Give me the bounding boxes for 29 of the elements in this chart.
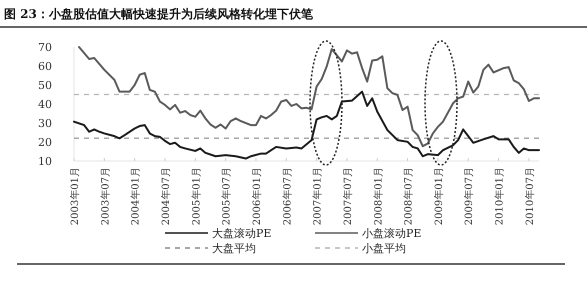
x-tick-label: 2009年01月 — [432, 167, 445, 226]
x-tick-label: 2005年07月 — [220, 167, 233, 226]
x-tick-label: 2004年01月 — [130, 167, 142, 226]
x-tick-label: 2007年07月 — [342, 167, 354, 226]
line-series — [78, 46, 540, 148]
y-tick-label: 10 — [38, 155, 52, 168]
x-tick-label: 2006年07月 — [281, 167, 294, 226]
x-tick-label: 2007年01月 — [312, 167, 324, 226]
x-tick-label: 2003年01月 — [69, 167, 81, 226]
y-tick-label: 60 — [38, 60, 52, 73]
y-tick-label: 50 — [38, 79, 52, 92]
x-tick-label: 2006年01月 — [250, 167, 263, 226]
y-tick-label: 70 — [38, 41, 52, 54]
x-tick-label: 2009年07月 — [463, 167, 476, 226]
x-tick-label: 2004年07月 — [160, 167, 172, 226]
x-tick-label: 2003年07月 — [99, 167, 112, 226]
x-tick-label: 2010年07月 — [524, 167, 536, 226]
y-tick-label: 40 — [38, 98, 52, 111]
legend-label: 大盘平均 — [212, 242, 256, 255]
x-tick-label: 2010年01月 — [494, 167, 506, 226]
y-tick-label: 30 — [38, 117, 52, 130]
chart-title: 图 23：小盘股估值大幅快速提升为后续风格转化埋下伏笔 — [4, 7, 314, 21]
legend-label: 大盘滚动PE — [212, 227, 272, 240]
legend-label: 小盘滚动PE — [362, 227, 422, 240]
y-tick-label: 20 — [38, 136, 52, 149]
x-tick-label: 2005年01月 — [190, 167, 202, 226]
legend-label: 小盘平均 — [362, 242, 406, 255]
x-tick-label: 2008年01月 — [372, 167, 384, 226]
x-tick-label: 2008年07月 — [402, 167, 415, 226]
